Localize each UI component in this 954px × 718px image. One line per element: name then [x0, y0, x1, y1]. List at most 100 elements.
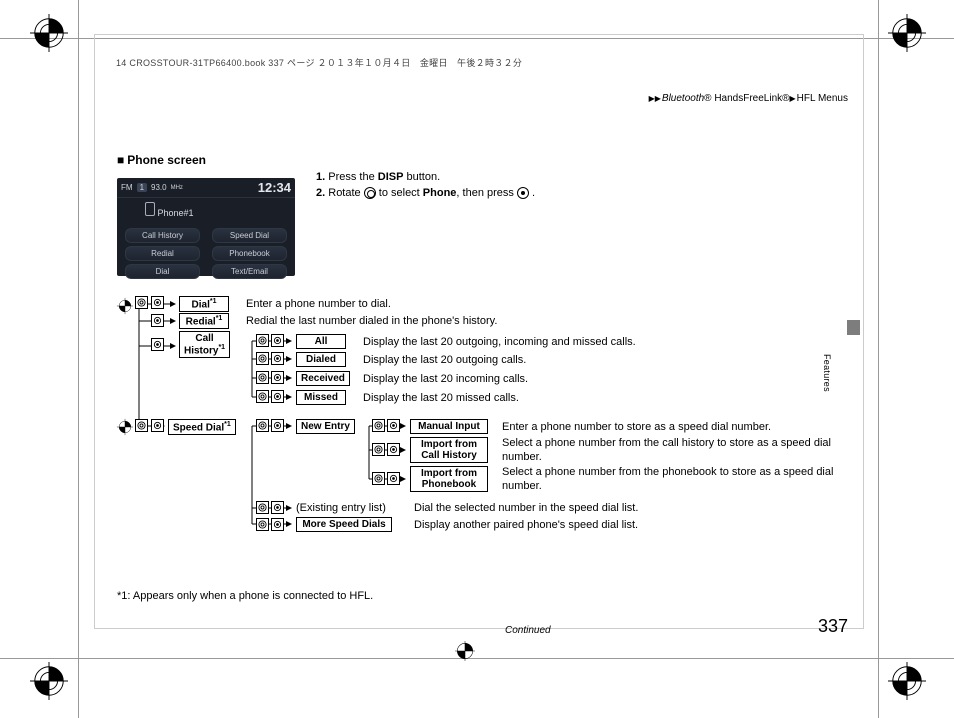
node-sup: *1 — [218, 344, 225, 351]
icon-pair — [256, 419, 284, 432]
side-tab-label: Features — [822, 354, 832, 392]
rotate-icon — [256, 501, 269, 514]
section-title-text: Phone screen — [127, 153, 206, 167]
phone-freq: 93.0 — [151, 183, 167, 192]
node-label: Redial — [186, 316, 216, 327]
icon-pair — [256, 371, 284, 384]
node-sup: *1 — [210, 298, 217, 305]
step-num: 1. — [316, 171, 325, 183]
phone-menu-item: Dial — [125, 264, 200, 279]
phone-menu-item: Text/Email — [212, 264, 287, 279]
step-bold: DISP — [378, 171, 404, 183]
node-label: Dial — [192, 299, 210, 310]
arrow-icon: ▶▶ — [649, 94, 661, 103]
step-1: 1. Press the DISP button. — [316, 170, 535, 186]
icon-pair — [256, 501, 284, 514]
phone-handset-icon — [145, 202, 155, 216]
push-icon — [271, 518, 284, 531]
registration-mark-icon — [30, 14, 68, 52]
page-number: 337 — [818, 616, 848, 637]
step-text: Rotate — [325, 187, 364, 199]
node-received: Received — [296, 371, 350, 386]
node-label: Speed Dial — [173, 422, 224, 433]
icon-pair — [256, 390, 284, 403]
rotate-icon — [135, 419, 148, 433]
rotate-icon — [256, 390, 269, 403]
node-existing: (Existing entry list) — [296, 502, 386, 514]
node-label: Call — [195, 333, 213, 344]
phone-menu-item: Redial — [125, 246, 200, 261]
push-icon — [271, 390, 284, 403]
phone-menu-item: Call History — [125, 228, 200, 243]
square-bullet-icon: ■ — [117, 153, 124, 167]
breadcrumb: ▶▶Bluetooth® HandsFreeLink®▶HFL Menus — [649, 93, 848, 104]
phone-menu-item: Speed Dial — [212, 228, 287, 243]
icon-pair — [256, 518, 284, 531]
breadcrumb-hfl: HandsFreeLink® — [712, 93, 790, 104]
node-label: History — [184, 345, 218, 356]
phone-band: FM — [121, 183, 133, 192]
registration-mark-icon — [888, 14, 926, 52]
breadcrumb-bt: Bluetooth — [662, 93, 704, 104]
desc-missed: Display the last 20 missed calls. — [363, 392, 519, 406]
node-label: Import from — [421, 439, 477, 450]
rotate-icon — [256, 518, 269, 531]
step-text: Press the — [325, 171, 378, 183]
phone-title-row: Phone#1 — [117, 198, 295, 224]
push-icon — [151, 338, 164, 351]
node-label: Call History — [421, 450, 477, 461]
node-sup: *1 — [224, 421, 231, 428]
push-icon — [387, 419, 400, 432]
node-label: Phonebook — [422, 479, 476, 490]
node-sup: *1 — [216, 315, 223, 322]
push-icon — [151, 296, 164, 309]
node-more-speed-dials: More Speed Dials — [296, 517, 392, 532]
rotate-dial-icon — [364, 187, 376, 199]
crop-line — [78, 0, 79, 718]
desc-import-pb: Select a phone number from the phonebook… — [502, 466, 842, 494]
node-redial: Redial*1 — [179, 313, 229, 329]
desc-dial: Enter a phone number to dial. — [246, 298, 391, 312]
rotate-icon — [256, 419, 269, 432]
icon-pair — [372, 472, 400, 485]
desc-import-ch: Select a phone number from the call hist… — [502, 437, 842, 465]
node-missed: Missed — [296, 390, 346, 405]
header-meta: 14 CROSSTOUR-31TP66400.book 337 ページ ２０１３… — [116, 56, 522, 69]
desc-dialed: Display the last 20 outgoing calls. — [363, 354, 526, 368]
phone-display-screenshot: FM 1 93.0 MHz 12:34 Phone#1 Call History… — [117, 178, 295, 276]
rotate-icon — [256, 371, 269, 384]
tree-row-redial — [151, 314, 164, 328]
step-2: 2. Rotate to select Phone, then press . — [316, 186, 535, 202]
icon-pair — [256, 352, 284, 365]
tree-row-dial — [151, 296, 164, 309]
push-dial-icon — [517, 187, 529, 199]
breadcrumb-menus: HFL Menus — [797, 93, 848, 104]
push-icon — [271, 371, 284, 384]
node-dial: Dial*1 — [179, 296, 229, 312]
desc-received: Display the last 20 incoming calls. — [363, 373, 528, 387]
registration-mark-icon — [30, 662, 68, 700]
icon-pair — [256, 334, 284, 347]
push-icon — [271, 352, 284, 365]
tree-row-speed — [151, 419, 164, 433]
node-dialed: Dialed — [296, 352, 346, 367]
desc-all: Display the last 20 outgoing, incoming a… — [363, 336, 636, 350]
side-tab: Features — [847, 334, 860, 392]
push-icon — [151, 314, 164, 327]
rotate-icon — [372, 419, 385, 432]
phone-menu: Call History Speed Dial Redial Phonebook… — [117, 224, 295, 285]
step-text: . — [529, 187, 535, 199]
phone-status-bar: FM 1 93.0 MHz 12:34 — [117, 178, 295, 198]
side-tab-marker — [847, 320, 860, 335]
step-num: 2. — [316, 187, 325, 199]
desc-redial: Redial the last number dialed in the pho… — [246, 315, 497, 329]
breadcrumb-reg: ® — [704, 93, 711, 104]
crop-line — [878, 0, 879, 718]
step-bold: Phone — [423, 187, 457, 199]
push-icon — [271, 501, 284, 514]
desc-moresd: Display another paired phone's speed dia… — [414, 519, 638, 533]
node-import-phonebook: Import fromPhonebook — [410, 466, 488, 492]
rotate-icon — [135, 296, 148, 310]
push-icon — [271, 334, 284, 347]
arrow-icon: ▶ — [790, 94, 796, 103]
